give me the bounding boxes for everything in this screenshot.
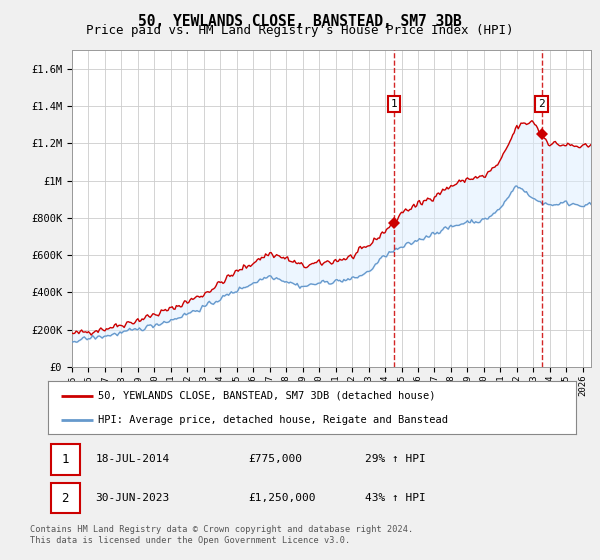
Text: 1: 1 [61, 452, 69, 465]
Text: £775,000: £775,000 [248, 454, 302, 464]
Text: 1: 1 [391, 99, 397, 109]
Text: HPI: Average price, detached house, Reigate and Banstead: HPI: Average price, detached house, Reig… [98, 415, 448, 425]
Text: 50, YEWLANDS CLOSE, BANSTEAD, SM7 3DB: 50, YEWLANDS CLOSE, BANSTEAD, SM7 3DB [138, 14, 462, 29]
Text: Contains HM Land Registry data © Crown copyright and database right 2024.
This d: Contains HM Land Registry data © Crown c… [30, 525, 413, 545]
Text: 43% ↑ HPI: 43% ↑ HPI [365, 493, 425, 503]
Text: £1,250,000: £1,250,000 [248, 493, 316, 503]
Text: Price paid vs. HM Land Registry's House Price Index (HPI): Price paid vs. HM Land Registry's House … [86, 24, 514, 37]
Text: 18-JUL-2014: 18-JUL-2014 [95, 454, 170, 464]
Text: 50, YEWLANDS CLOSE, BANSTEAD, SM7 3DB (detached house): 50, YEWLANDS CLOSE, BANSTEAD, SM7 3DB (d… [98, 391, 436, 401]
Text: 29% ↑ HPI: 29% ↑ HPI [365, 454, 425, 464]
FancyBboxPatch shape [50, 483, 80, 514]
Text: 2: 2 [61, 492, 69, 505]
FancyBboxPatch shape [50, 444, 80, 474]
Text: 30-JUN-2023: 30-JUN-2023 [95, 493, 170, 503]
Text: 2: 2 [538, 99, 545, 109]
